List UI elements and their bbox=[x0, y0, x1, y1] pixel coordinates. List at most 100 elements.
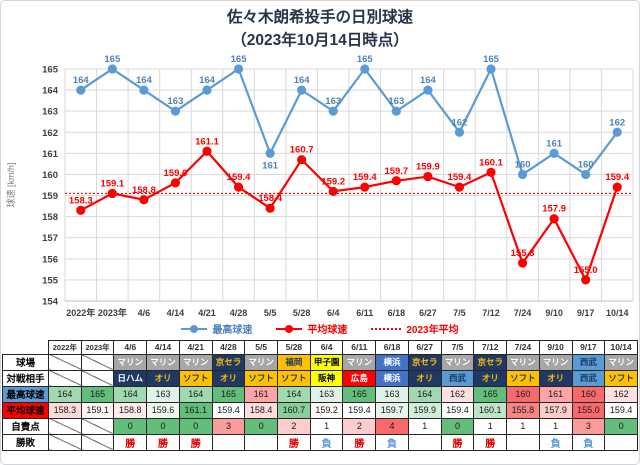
avg-speed-marker bbox=[170, 177, 181, 187]
x-tick-label: 6/18 bbox=[388, 308, 406, 318]
avg-speed-marker bbox=[612, 182, 622, 192]
avg-speed-cell: 160.7 bbox=[277, 401, 311, 419]
result-cell bbox=[244, 433, 279, 451]
earned-runs-cell: 2 bbox=[277, 417, 311, 435]
max-speed-cell: 164 bbox=[277, 385, 311, 403]
y-tick-label: 161 bbox=[42, 148, 59, 159]
stadium-cell: マリン bbox=[506, 353, 540, 371]
column-header: 6/18 bbox=[375, 339, 409, 355]
stadium-cell: 西武 bbox=[571, 353, 606, 371]
column-header: 7/5 bbox=[440, 339, 475, 355]
avg-speed-marker bbox=[549, 213, 559, 223]
max-speed-cell: 164 bbox=[178, 385, 213, 403]
avg-speed-data-label: 159.9 bbox=[416, 161, 440, 172]
opponent-cell: 広島 bbox=[342, 369, 377, 387]
column-header: 4/28 bbox=[211, 339, 246, 355]
stadium-cell: 京セラ bbox=[407, 353, 442, 371]
max-speed-data-label: 164 bbox=[73, 75, 90, 86]
opponent-cell: オリ bbox=[473, 369, 508, 387]
opponent-cell: 横浜 bbox=[375, 369, 409, 387]
y-tick-label: 155 bbox=[42, 275, 59, 286]
max-speed-data-label: 163 bbox=[168, 96, 184, 107]
result-cell: 勝 bbox=[342, 433, 377, 451]
avg-speed-data-label: 161.1 bbox=[195, 136, 219, 147]
stadium-cell: マリン bbox=[244, 353, 279, 371]
avg-speed-cell: 159.2 bbox=[309, 401, 344, 419]
result-cell bbox=[604, 433, 638, 451]
table-row-result: 勝敗勝勝勝勝負勝負勝勝負負 bbox=[2, 433, 638, 451]
column-header: 9/10 bbox=[538, 339, 573, 355]
opponent-cell: 日ハム bbox=[113, 369, 148, 387]
y-tick-label: 154 bbox=[42, 296, 59, 307]
max-speed-data-label: 161 bbox=[546, 138, 563, 149]
x-tick-label: 6/11 bbox=[356, 308, 373, 318]
legend-avg-speed-label: 平均球速 bbox=[307, 325, 348, 336]
max-speed-marker bbox=[328, 106, 338, 116]
max-speed-data-label: 162 bbox=[609, 117, 625, 128]
legend-average-line-label: 2023年平均 bbox=[406, 325, 459, 336]
column-header: 10/14 bbox=[604, 339, 638, 355]
result-cell bbox=[407, 433, 442, 451]
earned-runs-cell: 3 bbox=[211, 417, 246, 435]
avg-speed-data-label: 160.1 bbox=[479, 157, 503, 168]
max-speed-marker bbox=[297, 84, 307, 95]
result-cell: 勝 bbox=[440, 433, 475, 451]
avg-speed-marker bbox=[454, 182, 465, 192]
avg-speed-cell: 159.6 bbox=[146, 401, 180, 419]
stats-table-container: 2022年 2023年 4/6 4/14 4/21 4/28 5/5 5/28 6/4 6/11 6… bbox=[2, 339, 638, 451]
table-row-max-speed: 最高球速 164 165 164 163 164 165 161 164 163 165 163 164… bbox=[2, 385, 638, 403]
max-speed-cell: 163 bbox=[375, 385, 409, 403]
max-speed-data-label: 165 bbox=[483, 54, 500, 65]
avg-speed-cell: 159.9 bbox=[407, 401, 442, 419]
column-header: 5/28 bbox=[277, 339, 311, 355]
max-speed-marker bbox=[360, 63, 370, 74]
max-speed-polyline bbox=[80, 65, 619, 176]
opponent-cell: オリ bbox=[538, 369, 573, 387]
column-header: 6/11 bbox=[342, 339, 377, 355]
y-tick-label: 156 bbox=[42, 254, 58, 265]
y-tick-label: 162 bbox=[42, 127, 58, 138]
earned-runs-cell: 1 bbox=[473, 417, 508, 435]
column-header: 6/27 bbox=[407, 339, 442, 355]
result-cell bbox=[48, 433, 82, 451]
avg-speed-data-label: 158.3 bbox=[69, 195, 93, 206]
max-speed-data-label: 164 bbox=[294, 75, 311, 86]
avg-speed-data-label: 159.7 bbox=[384, 165, 408, 176]
stadium-cell bbox=[80, 353, 115, 371]
earned-runs-cell bbox=[80, 417, 115, 435]
result-cell bbox=[506, 433, 540, 451]
avg-speed-marker bbox=[202, 146, 212, 156]
legend-max-speed-marker bbox=[181, 324, 208, 333]
earned-runs-cell: 0 bbox=[440, 417, 475, 435]
table-row-opponent: 対戦相手 日ハム オリ ソフト オリ ソフト ソフト 阪神 広島 横浜 オリ 西武 オリ ソフト オリ 西武ソ… bbox=[2, 369, 638, 387]
x-tick-label: 9/17 bbox=[577, 308, 595, 318]
max-speed-data-label: 162 bbox=[452, 117, 468, 128]
stadium-row-label: 球場 bbox=[2, 353, 49, 371]
opponent-cell: ソフト bbox=[277, 369, 311, 387]
max-speed-marker bbox=[423, 84, 433, 95]
avg-speed-data-label: 159.4 bbox=[605, 172, 629, 183]
earned-runs-cell: 4 bbox=[375, 417, 409, 435]
max-speed-data-label: 160 bbox=[578, 159, 594, 170]
column-header: 2022年 bbox=[48, 339, 82, 355]
max-speed-data-label: 165 bbox=[104, 54, 121, 65]
x-tick-label: 7/5 bbox=[453, 308, 466, 318]
avg-speed-marker bbox=[391, 175, 401, 185]
result-cell: 勝 bbox=[277, 433, 311, 451]
max-speed-cell: 165 bbox=[473, 385, 508, 403]
avg-speed-cell: 158.4 bbox=[244, 401, 279, 419]
avg-speed-marker bbox=[360, 182, 370, 192]
avg-speed-marker bbox=[328, 186, 338, 196]
result-cell: 負 bbox=[538, 433, 573, 451]
avg-speed-cell: 160.1 bbox=[473, 401, 508, 419]
earned-runs-cell: 1 bbox=[407, 417, 442, 435]
result-cell: 負 bbox=[375, 433, 409, 451]
table-row-stadium: 球場 マリン マリン マリン 京セラ マリン 福岡 甲子園 マリン 横浜 京セラ マリン 京セラ マリンマ… bbox=[2, 353, 638, 371]
avg-speed-data-label: 159.1 bbox=[100, 178, 124, 189]
max-speed-cell: 164 bbox=[113, 385, 148, 403]
avg-speed-data-label: 158.4 bbox=[258, 193, 282, 204]
avg-speed-marker bbox=[139, 194, 149, 204]
opponent-cell: 西武 bbox=[440, 369, 475, 387]
max-speed-marker bbox=[549, 148, 559, 158]
max-speed-row-label: 最高球速 bbox=[2, 385, 49, 403]
